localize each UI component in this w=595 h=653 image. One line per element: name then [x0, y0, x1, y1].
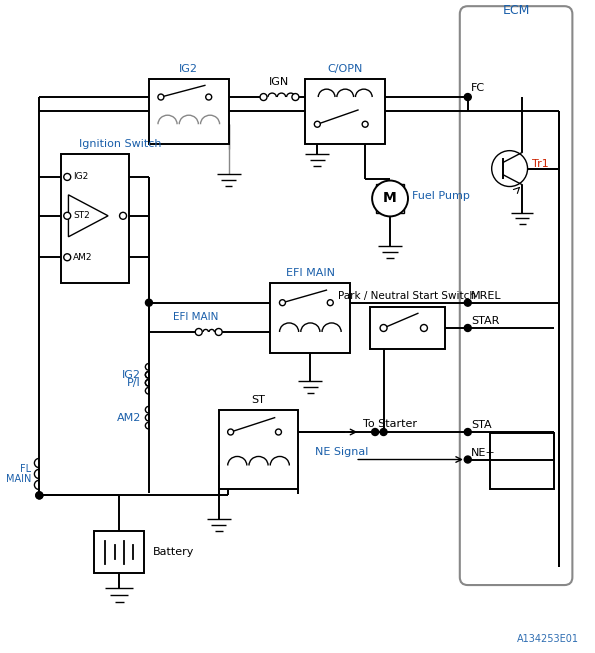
Text: A134253E01: A134253E01 [518, 634, 580, 644]
Bar [490, 432, 555, 489]
Circle shape [215, 328, 222, 336]
Text: P/I: P/I [127, 378, 141, 388]
Text: AM2: AM2 [73, 253, 93, 262]
Circle shape [158, 94, 164, 100]
Text: Fuel Pump: Fuel Pump [412, 191, 470, 202]
Text: AM2: AM2 [117, 413, 141, 422]
Text: EFI MAIN: EFI MAIN [173, 312, 218, 322]
Text: STA: STA [471, 420, 491, 430]
Text: Park / Neutral Start Switch: Park / Neutral Start Switch [339, 291, 477, 301]
Text: Ignition Switch: Ignition Switch [79, 138, 161, 149]
Circle shape [372, 180, 408, 216]
Circle shape [206, 94, 212, 100]
Text: ST2: ST2 [73, 212, 90, 220]
Bar [94, 532, 144, 573]
Text: FL
MAIN: FL MAIN [6, 464, 32, 485]
Circle shape [145, 299, 152, 306]
Bar [219, 409, 298, 489]
Text: IG2: IG2 [73, 172, 89, 182]
Bar [375, 184, 405, 213]
Circle shape [120, 212, 127, 219]
Circle shape [36, 492, 43, 499]
Text: M: M [383, 191, 397, 206]
Text: EFI MAIN: EFI MAIN [286, 268, 335, 278]
Circle shape [372, 428, 378, 436]
Circle shape [64, 254, 71, 261]
Bar [271, 283, 350, 353]
Text: Tr1: Tr1 [531, 159, 548, 168]
Circle shape [228, 429, 234, 435]
Circle shape [327, 300, 333, 306]
Text: NE Signal: NE Signal [315, 447, 369, 456]
Text: MREL: MREL [471, 291, 502, 300]
Text: To Starter: To Starter [363, 419, 417, 429]
Text: STAR: STAR [471, 316, 499, 326]
Text: Battery: Battery [153, 547, 195, 557]
Circle shape [260, 93, 267, 101]
Circle shape [464, 325, 471, 332]
Bar [370, 307, 445, 349]
Circle shape [464, 456, 471, 463]
Circle shape [195, 328, 202, 336]
Circle shape [64, 174, 71, 180]
Text: ST: ST [252, 394, 265, 405]
Text: FC: FC [471, 83, 485, 93]
Text: IGN: IGN [270, 77, 290, 87]
Circle shape [292, 93, 299, 101]
Text: C/OPN: C/OPN [327, 64, 363, 74]
FancyBboxPatch shape [460, 6, 572, 585]
Circle shape [380, 325, 387, 332]
Bar [305, 79, 385, 144]
Circle shape [421, 325, 427, 332]
Circle shape [464, 428, 471, 436]
Circle shape [380, 428, 387, 436]
Circle shape [36, 492, 43, 499]
Circle shape [64, 212, 71, 219]
Circle shape [464, 299, 471, 306]
Polygon shape [68, 195, 108, 237]
Text: ECM: ECM [502, 4, 530, 17]
Circle shape [314, 121, 320, 127]
Circle shape [464, 93, 471, 101]
Bar [61, 153, 129, 283]
Bar [149, 79, 228, 144]
Text: NE+: NE+ [471, 447, 496, 458]
Circle shape [275, 429, 281, 435]
Circle shape [491, 151, 528, 187]
Text: IG2: IG2 [179, 64, 198, 74]
Circle shape [362, 121, 368, 127]
Circle shape [280, 300, 286, 306]
Text: IG2: IG2 [122, 370, 141, 380]
